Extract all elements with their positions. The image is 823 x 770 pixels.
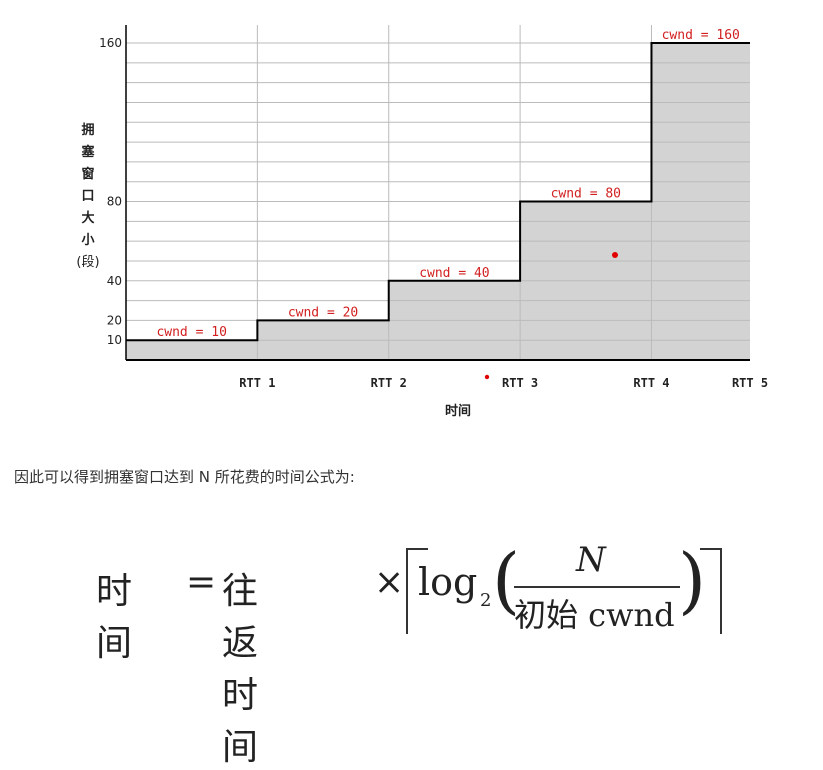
y-axis-label-char: 口 bbox=[81, 189, 95, 204]
ceiling-bracket-right bbox=[700, 548, 722, 634]
y-axis-label-char: 窗 bbox=[81, 167, 95, 182]
cwnd-annotation: cwnd = 80 bbox=[551, 187, 621, 202]
y-axis-label-char: 拥 bbox=[81, 123, 95, 138]
ceiling-bracket-left bbox=[406, 548, 428, 634]
formula-log: log bbox=[418, 560, 478, 604]
y-axis-unit: (段) bbox=[76, 255, 100, 270]
cwnd-step-chart: 10 20 40 80 160 RTT 1 RTT 2 RTT 3 RTT 4 RTT 5 cwnd… bbox=[99, 25, 768, 390]
cwnd-annotation: cwnd = 40 bbox=[419, 266, 489, 281]
y-axis-label-char: 塞 bbox=[81, 145, 95, 160]
y-tick-label: 20 bbox=[107, 313, 122, 327]
x-tick-label: RTT 3 bbox=[502, 376, 538, 390]
x-axis-label: 时间 bbox=[444, 404, 471, 419]
y-tick-label: 40 bbox=[107, 274, 122, 288]
x-tick-label: RTT 2 bbox=[371, 376, 407, 390]
y-axis-label-char: 大 bbox=[81, 211, 95, 226]
red-marker-dot bbox=[484, 374, 490, 380]
x-tick-label: RTT 4 bbox=[633, 376, 669, 390]
formula-times: × bbox=[374, 562, 405, 603]
formula-lhs: 时间 bbox=[96, 571, 133, 664]
y-tick-label: 10 bbox=[107, 333, 122, 347]
y-axis-label-char: 小 bbox=[81, 233, 95, 248]
cwnd-annotation: cwnd = 10 bbox=[156, 325, 226, 340]
fraction-bar bbox=[514, 586, 680, 588]
y-axis-label: 拥 塞 窗 口 大 小 (段) bbox=[72, 120, 104, 274]
cwnd-annotation: cwnd = 160 bbox=[662, 28, 740, 43]
y-tick-label: 160 bbox=[99, 36, 122, 50]
y-tick-label: 80 bbox=[107, 195, 122, 209]
formula-denominator: 初始 cwnd bbox=[514, 596, 675, 634]
formula-log-base: 2 bbox=[480, 590, 492, 611]
cwnd-annotation: cwnd = 20 bbox=[288, 305, 358, 320]
body-paragraph: 因此可以得到拥塞窗口达到 N 所花费的时间公式为: bbox=[14, 468, 355, 486]
formula-numerator: N bbox=[576, 540, 606, 580]
paren-left: ( bbox=[492, 538, 521, 622]
step-line bbox=[126, 42, 750, 342]
paren-right: ) bbox=[678, 538, 707, 622]
formula-rtt-word: 往返时间 bbox=[222, 571, 259, 768]
x-tick-label: RTT 5 bbox=[732, 376, 768, 390]
red-marker-dot bbox=[612, 252, 618, 258]
x-tick-label: RTT 1 bbox=[239, 376, 275, 390]
formula-equals: = bbox=[186, 562, 217, 603]
